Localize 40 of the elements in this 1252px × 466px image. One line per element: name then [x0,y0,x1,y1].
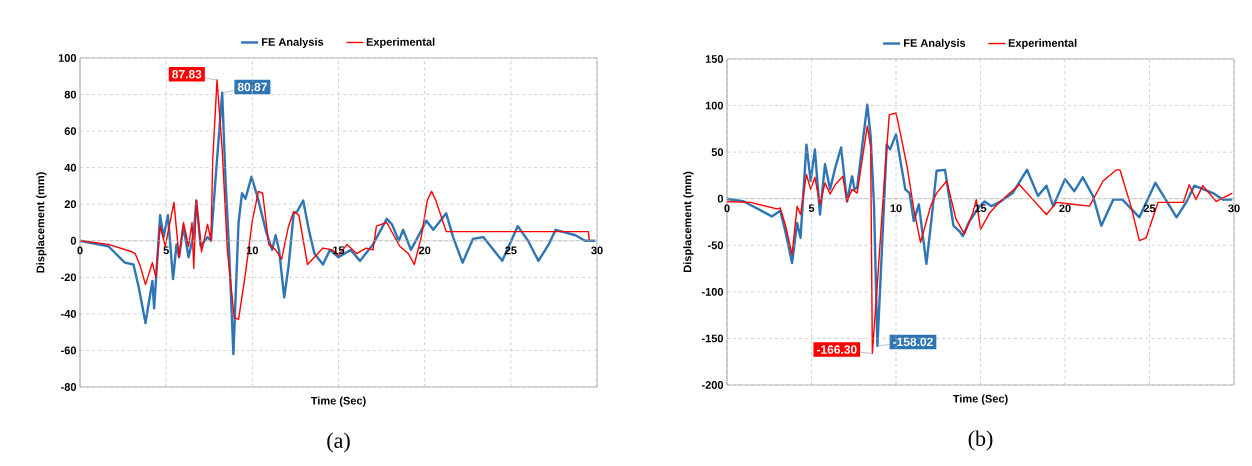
annotation: 87.83 [172,69,202,79]
x-tick-label: 5 [808,204,815,213]
y-axis-title: Displacement (mm) [36,172,47,273]
y-tick-label: 40 [64,163,77,172]
x-tick-label: 30 [591,246,603,255]
text: (a) [327,432,350,453]
y-tick-label: -60 [61,346,77,355]
x-tick-label: 20 [418,246,431,255]
y-tick-label: -20 [61,273,77,282]
x-axis-title: Time (Sec) [310,396,366,407]
text: (b) [968,430,993,451]
y-axis-title: Displacement (mm) [683,171,694,272]
y-tick-label: 100 [58,54,77,62]
annotation: 80.87 [237,82,267,92]
y-tick-label: 0 [70,236,77,245]
y-tick-label: 100 [705,101,724,110]
legend-label: Experimental [1008,38,1077,50]
x-tick-label: 30 [1228,204,1240,213]
y-tick-label: -200 [701,381,724,389]
y-tick-label: -80 [61,383,77,391]
x-tick-label: 0 [77,246,83,255]
annotation: -166.30 [816,345,857,354]
x-axis-title: Time (Sec) [952,394,1008,405]
x-tick-label: 10 [890,204,902,213]
y-tick-label: 0 [717,194,724,203]
legend-label: FE Analysis [904,38,966,50]
x-tick-label: 5 [163,246,169,255]
y-tick-label: -50 [708,241,724,250]
y-tick-label: 60 [64,127,77,135]
x-tick-label: 0 [724,204,730,213]
x-tick-label: 20 [1059,204,1071,213]
y-tick-label: -150 [701,334,724,343]
y-tick-label: -100 [701,287,724,296]
y-tick-label: 80 [64,90,77,99]
y-tick-label: 150 [705,55,724,63]
legend-label: FE Analysis [262,37,324,49]
legend-label: Experimental [366,37,435,49]
y-tick-label: 50 [711,148,724,157]
annotation: -158.02 [893,337,933,347]
y-tick-label: -40 [61,309,77,318]
